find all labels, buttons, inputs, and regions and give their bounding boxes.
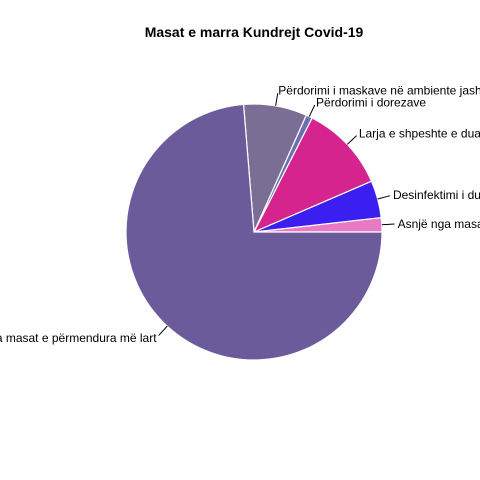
pie-label-5: Përdorimi i maskave në ambiente jashtë — [278, 83, 480, 97]
pie-label-4: Përdorimi i dorezave — [316, 95, 426, 109]
chart-title: Masat e marra Kundrejt Covid-19 — [145, 24, 364, 40]
pie-leader-line-3 — [347, 136, 356, 145]
pie-label-1: Asnjë nga masat e përmendura më lart — [398, 217, 480, 231]
pie-leader-line-1 — [382, 224, 395, 225]
pie-leader-line-2 — [378, 196, 390, 199]
pie-slices — [126, 104, 382, 360]
pie-label-2: Desinfektimi i duarve — [393, 188, 480, 202]
pie-leader-line-4 — [309, 105, 315, 117]
pie-label-3: Larja e shpeshte e duarve — [359, 127, 480, 141]
pie-leader-line-6 — [159, 326, 168, 335]
pie-label-6: Të gjitha masat e përmendura më lart — [0, 331, 157, 345]
